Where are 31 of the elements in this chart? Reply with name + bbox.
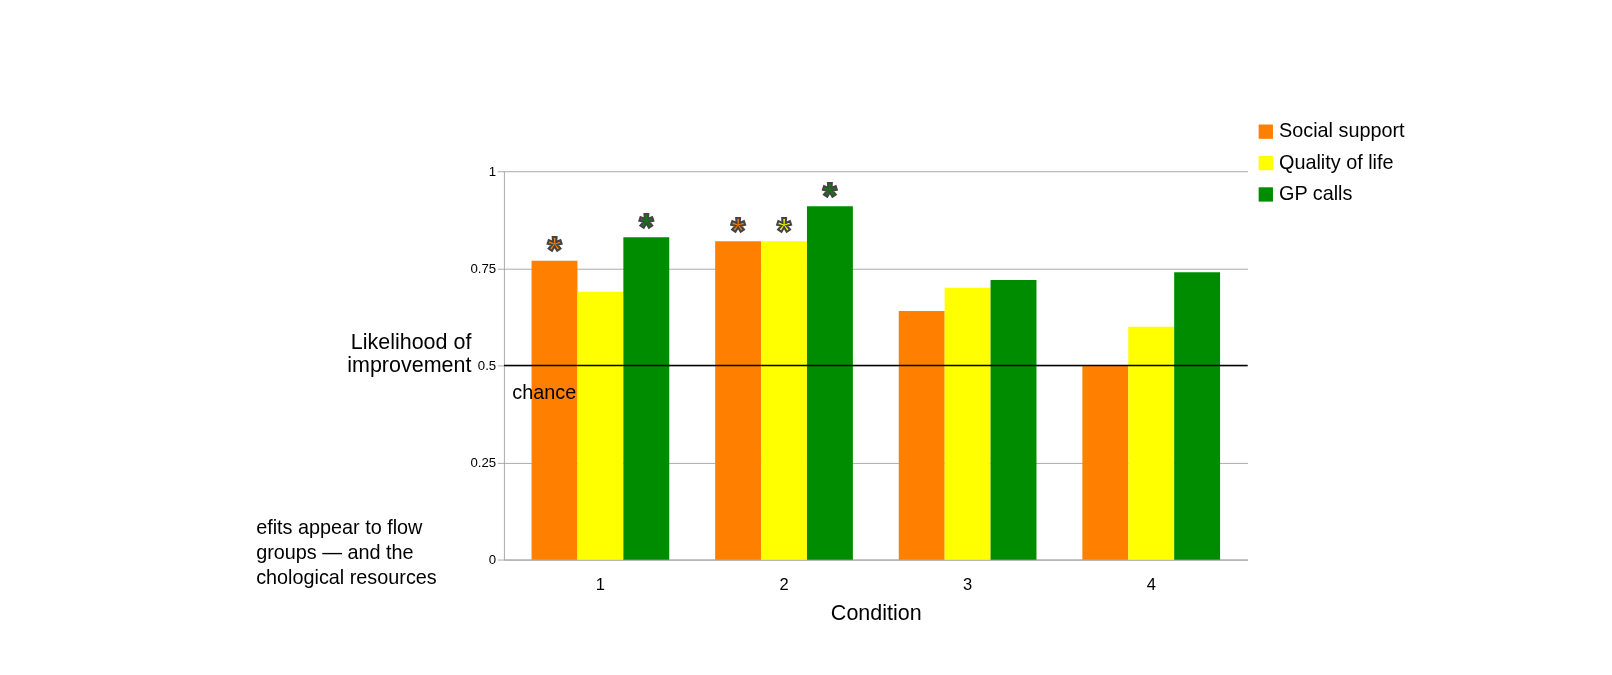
data-label: * bbox=[822, 175, 838, 217]
x-tick-label: 1 bbox=[595, 574, 605, 594]
y-tick-label: 1 bbox=[488, 163, 497, 179]
bar bbox=[1082, 365, 1129, 560]
legend-label: GP calls bbox=[1279, 182, 1353, 205]
bar bbox=[1174, 272, 1221, 560]
x-tick-label: 2 bbox=[779, 574, 789, 594]
data-label: * bbox=[639, 206, 655, 248]
x-tick-label: 3 bbox=[963, 574, 973, 594]
bar bbox=[990, 280, 1037, 560]
bar bbox=[1128, 326, 1175, 560]
y-tick-label: 0.25 bbox=[470, 455, 497, 471]
bar bbox=[715, 241, 762, 560]
legend-label: Social support bbox=[1279, 119, 1406, 142]
y-tick-label: 0.5 bbox=[477, 358, 497, 374]
bar bbox=[806, 206, 853, 560]
legend-label: Quality of life bbox=[1279, 150, 1394, 173]
bar bbox=[623, 237, 670, 560]
text: efits appear to flow groups — and the chological resources bbox=[256, 516, 437, 588]
y-tick-label: 0 bbox=[488, 552, 497, 568]
bar bbox=[577, 291, 624, 560]
bar bbox=[761, 241, 807, 560]
y-axis-title: Likelihood of improvement bbox=[347, 330, 472, 378]
data-label: * bbox=[776, 210, 792, 252]
x-axis-title: Condition bbox=[830, 601, 922, 626]
bar bbox=[944, 287, 991, 560]
data-label: * bbox=[731, 210, 747, 252]
bar bbox=[898, 311, 945, 560]
x-tick-label: 4 bbox=[1146, 574, 1156, 594]
data-label: * bbox=[547, 230, 563, 272]
y-tick-label: 0.75 bbox=[470, 260, 497, 276]
